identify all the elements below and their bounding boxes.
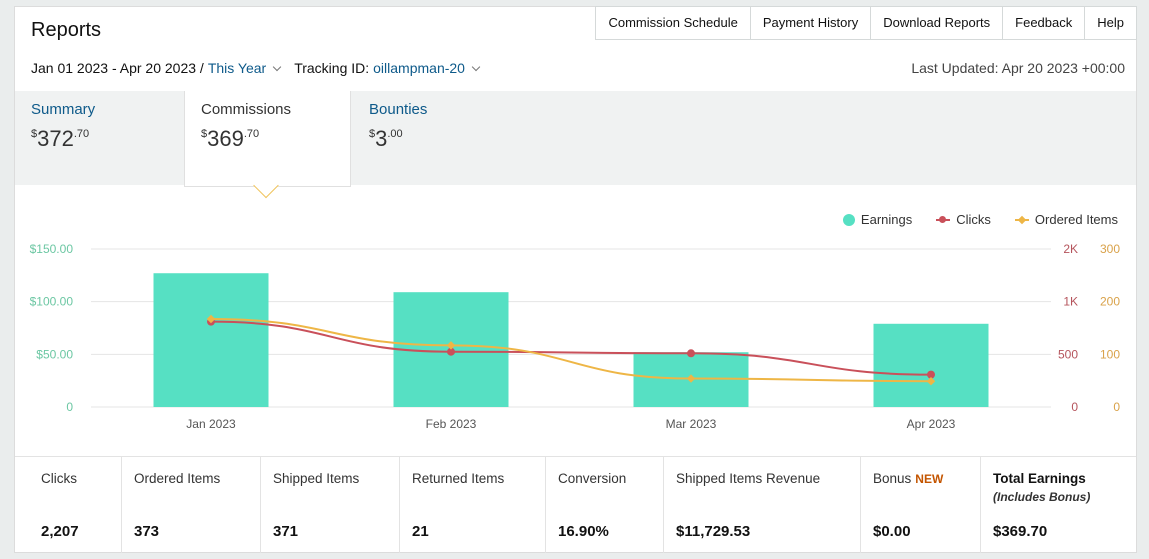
line-diamond-icon (1014, 215, 1029, 224)
legend-clicks-label: Clicks (956, 212, 991, 227)
clicks-point (447, 347, 455, 356)
stat-bonus: Bonus NEW $0.00 (860, 457, 980, 553)
stat-label: Clicks (41, 471, 77, 486)
nav-help[interactable]: Help (1084, 7, 1136, 39)
y-right-items-tick-label: 100 (1100, 347, 1120, 361)
stat-ordered-items: Ordered Items 373 (121, 457, 260, 553)
nav-feedback[interactable]: Feedback (1002, 7, 1085, 39)
y-right-clicks-tick-label: 1K (1063, 295, 1078, 309)
x-tick-label: Mar 2023 (666, 417, 717, 431)
ordered-items-point (686, 374, 696, 383)
ordered-items-point (446, 341, 456, 350)
nav-commission-schedule[interactable]: Commission Schedule (596, 7, 750, 39)
new-badge: NEW (915, 472, 944, 486)
clicks-point (687, 349, 695, 358)
legend-ordered-items-label: Ordered Items (1034, 212, 1118, 227)
x-tick-label: Feb 2023 (426, 417, 477, 431)
stat-label: Ordered Items (134, 471, 221, 486)
stat-value: 21 (412, 523, 429, 540)
stat-sublabel: (Includes Bonus) (993, 490, 1091, 504)
stat-label: Total Earnings (993, 471, 1086, 486)
x-tick-label: Apr 2023 (907, 417, 956, 431)
y-left-tick-label: $100.00 (30, 295, 74, 309)
y-left-tick-label: 0 (66, 400, 73, 414)
stat-total-earnings: Total Earnings (Includes Bonus) $369.70 (980, 457, 1136, 553)
line-circle-icon (936, 215, 951, 223)
chevron-down-icon[interactable] (471, 62, 481, 71)
stat-value: $369.70 (993, 523, 1048, 540)
y-left-tick-label: $150.00 (30, 242, 74, 256)
tab-summary[interactable]: Summary $372.70 (15, 91, 183, 185)
earnings-bar (873, 323, 989, 407)
tab-bounties[interactable]: Bounties $3.00 (353, 91, 513, 185)
legend-earnings[interactable]: Earnings (842, 212, 913, 227)
stat-value: $11,729.53 (676, 523, 751, 540)
tab-commissions-label: Commissions (201, 101, 292, 118)
tracking-label: Tracking ID: (294, 60, 370, 76)
legend-ordered-items[interactable]: Ordered Items (1014, 212, 1118, 227)
reports-card: Reports Commission Schedule Payment Hist… (14, 6, 1137, 553)
y-left-tick-label: $50.00 (36, 347, 73, 361)
stat-clicks: Clicks 2,207 (15, 457, 121, 553)
stat-label: Bonus NEW (873, 471, 944, 486)
stat-label: Conversion (558, 471, 627, 486)
chevron-down-icon[interactable] (272, 62, 282, 71)
stat-shipped-revenue: Shipped Items Revenue $11,729.53 (663, 457, 860, 553)
legend-clicks[interactable]: Clicks (936, 212, 991, 227)
stat-label: Shipped Items (273, 471, 360, 486)
filters-bar: Jan 01 2023 - Apr 20 2023 / This Year Tr… (31, 60, 493, 76)
stat-value: 16.90% (558, 523, 609, 540)
stat-value: 373 (134, 523, 160, 540)
date-range: Jan 01 2023 - Apr 20 2023 / (31, 60, 204, 76)
clicks-point (927, 370, 935, 379)
top-nav: Commission Schedule Payment History Down… (595, 6, 1137, 40)
earnings-chart: $150.00 2K 300 $100.00 1K 200 $50.00 500 100 0 0 0 J… (30, 242, 1121, 431)
tab-summary-label: Summary (31, 101, 96, 118)
stats-row: Clicks 2,207 Ordered Items 373 Shipped I… (15, 456, 1136, 553)
stat-label: Returned Items (412, 471, 505, 486)
y-right-clicks-tick-label: 500 (1058, 347, 1078, 361)
nav-download-reports[interactable]: Download Reports (870, 7, 1003, 39)
stat-value: 2,207 (41, 523, 79, 540)
stat-shipped-items: Shipped Items 371 (260, 457, 399, 553)
stat-value: 371 (273, 523, 299, 540)
earnings-bar (153, 273, 269, 407)
clicks-line (210, 320, 932, 376)
tab-bounties-label: Bounties (369, 101, 428, 118)
tab-commissions[interactable]: Commissions $369.70 (184, 91, 351, 187)
ordered-items-line (210, 318, 932, 383)
period-dropdown[interactable]: This Year (207, 60, 267, 76)
nav-payment-history[interactable]: Payment History (749, 7, 871, 39)
ordered-items-point (926, 376, 936, 386)
tracking-id-dropdown[interactable]: oillampman-20 (373, 60, 465, 76)
summary-tabs: Summary $372.70 Commissions $369.70 Boun… (15, 91, 1136, 187)
y-right-items-tick-label: 300 (1100, 242, 1120, 256)
last-updated: Last Updated: Apr 20 2023 +00:00 (911, 60, 1125, 76)
stat-label: Shipped Items Revenue (676, 471, 821, 486)
y-right-clicks-tick-label: 0 (1071, 400, 1078, 414)
legend-earnings-label: Earnings (860, 212, 913, 227)
page-title: Reports (31, 19, 102, 41)
y-right-items-tick-label: 0 (1113, 400, 1120, 414)
tab-summary-value: $372.70 (31, 126, 90, 151)
stat-value: $0.00 (873, 523, 911, 540)
chart-legend: Earnings Clicks Ordered Items (819, 212, 1118, 227)
filled-circle-icon (842, 213, 855, 226)
y-right-items-tick-label: 200 (1100, 295, 1120, 309)
tab-commissions-value: $369.70 (201, 126, 260, 151)
x-tick-label: Jan 2023 (186, 417, 236, 431)
stat-conversion: Conversion 16.90% (545, 457, 663, 553)
stat-returned-items: Returned Items 21 (399, 457, 545, 553)
y-right-clicks-tick-label: 2K (1063, 242, 1078, 256)
tab-bounties-value: $3.00 (369, 126, 403, 151)
